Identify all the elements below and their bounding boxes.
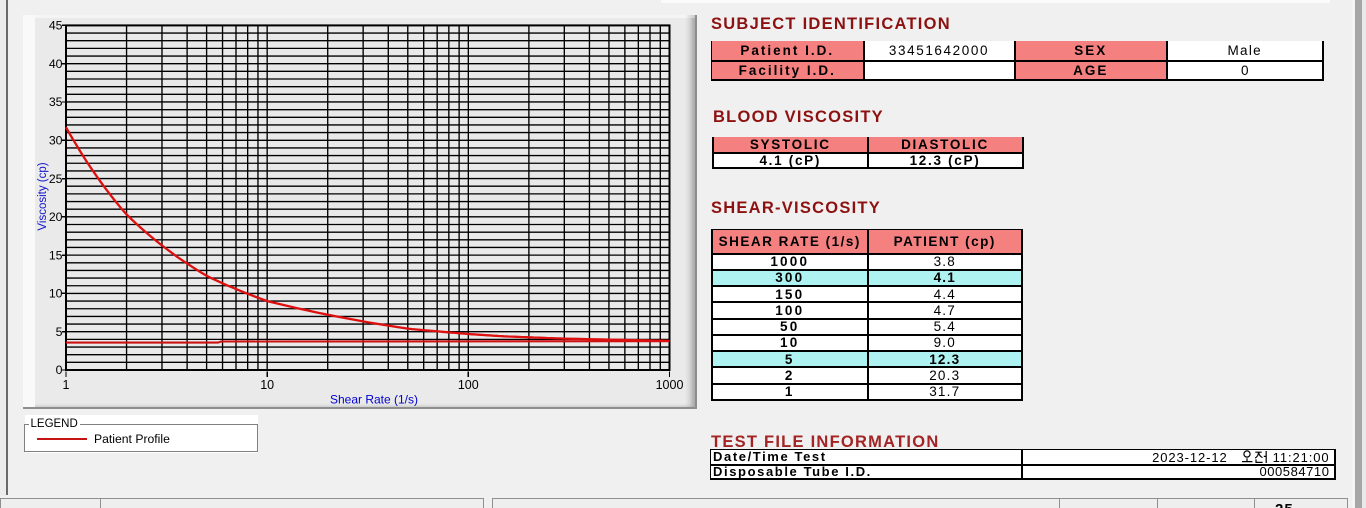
svg-text:10: 10 bbox=[49, 287, 63, 301]
svg-text:0: 0 bbox=[56, 363, 63, 377]
svg-text:1: 1 bbox=[63, 378, 70, 392]
svg-text:45: 45 bbox=[49, 19, 63, 33]
svg-text:35: 35 bbox=[49, 95, 63, 109]
svg-text:40: 40 bbox=[49, 57, 63, 71]
svg-text:15: 15 bbox=[49, 248, 63, 262]
svg-text:Viscosity (cp): Viscosity (cp) bbox=[37, 162, 49, 230]
svg-text:Shear Rate (1/s): Shear Rate (1/s) bbox=[330, 393, 418, 407]
svg-text:30: 30 bbox=[49, 134, 63, 148]
svg-text:10: 10 bbox=[260, 378, 274, 392]
svg-text:1000: 1000 bbox=[656, 378, 684, 392]
svg-text:20: 20 bbox=[49, 210, 63, 224]
svg-text:25: 25 bbox=[49, 172, 63, 186]
svg-text:100: 100 bbox=[458, 378, 479, 392]
svg-text:5: 5 bbox=[56, 325, 63, 339]
